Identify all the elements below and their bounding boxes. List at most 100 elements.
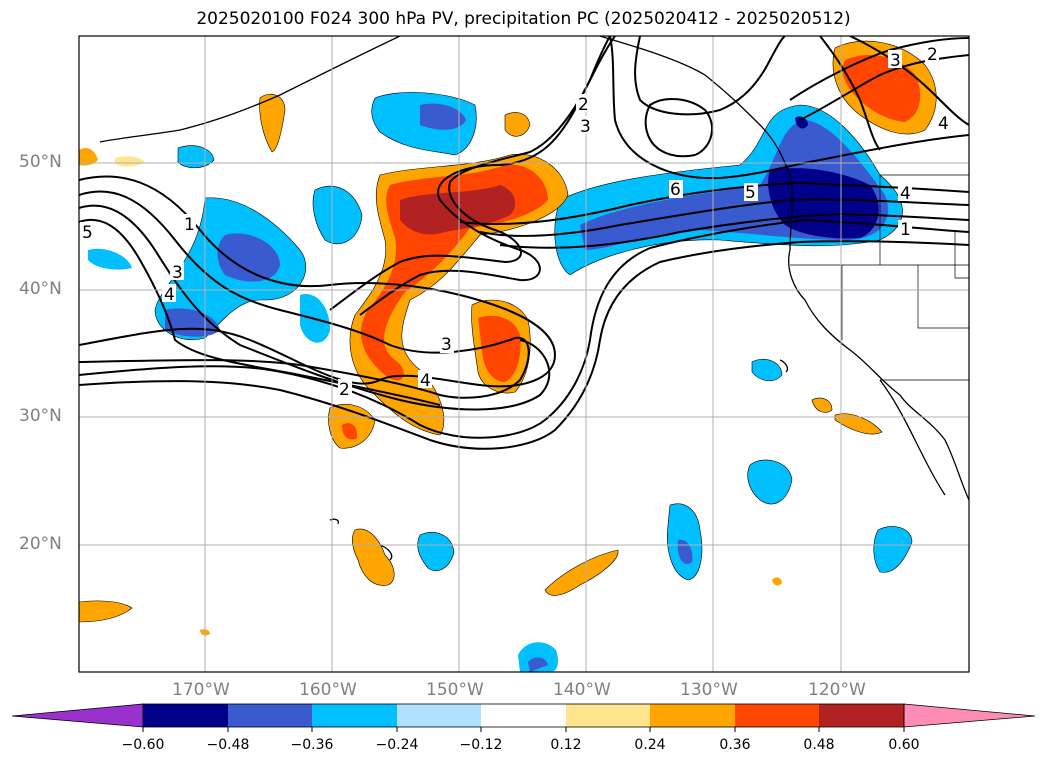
precip-pos-region: [79, 148, 98, 166]
precip-neg-region: [518, 642, 558, 672]
pv-label-bg: [170, 262, 184, 280]
precip-neg-region: [677, 539, 693, 564]
colorbar-segment: [228, 704, 312, 727]
pv-label-bg: [80, 222, 94, 240]
colorbar-segment: [566, 704, 650, 727]
pv-label-bg: [578, 116, 592, 134]
pv-contour-line: [479, 198, 969, 237]
colorbar-tick-label: −0.60: [121, 737, 165, 753]
lon-label: 130°W: [680, 680, 738, 700]
colorbar-segment: [650, 704, 735, 727]
pv-label-bg: [888, 50, 902, 68]
map-frame: [78, 35, 970, 673]
precip-pos-region: [772, 577, 782, 586]
colorbar-tick-label: 0.12: [550, 737, 582, 753]
colorbar-segment: [143, 704, 228, 727]
pv-contour-line: [849, 36, 969, 126]
pv-contour-line: [819, 36, 881, 151]
lon-label: 140°W: [553, 680, 611, 700]
colorbar-tick-label: 0.48: [803, 737, 835, 753]
pv-contour-line: [799, 54, 969, 121]
pv-label-bg: [162, 284, 176, 302]
precip-neg-region: [528, 657, 548, 672]
colorbar-tick-label: −0.48: [206, 737, 250, 753]
lon-label: 120°W: [808, 680, 866, 700]
pv-contour-line: [459, 181, 969, 225]
pv-contour-line: [79, 218, 969, 439]
precip-neg-region: [312, 185, 363, 245]
precip-neg-region: [751, 358, 783, 381]
colorbar-extend-high: [903, 703, 1036, 728]
colorbar-segment: [312, 704, 397, 727]
pv-contour-label: 4: [420, 371, 431, 391]
lat-label: 30°N: [19, 406, 62, 426]
pv-contour-label: 5: [745, 183, 756, 203]
pv-contour-label: 5: [82, 223, 93, 243]
pv-contour-label: 1: [184, 215, 195, 235]
colorbar-extend-low: [11, 703, 144, 728]
precip-pos-region: [342, 423, 358, 440]
precip-pos-region: [400, 185, 516, 235]
pv-label-bg: [936, 113, 950, 131]
precip-pos-region: [351, 528, 395, 586]
precip-pos-region: [842, 55, 921, 122]
pv-contour-line: [79, 175, 557, 388]
colorbar-tick-label: 0.24: [634, 737, 666, 753]
pv-contour-label: 1: [900, 220, 911, 240]
pv-contours: [79, 36, 969, 450]
pv-contour-label: 6: [670, 180, 681, 200]
pv-contour-label: 3: [580, 117, 591, 137]
pv-label-bg: [669, 180, 683, 198]
precip-neg-region: [795, 116, 808, 129]
lat-label: 40°N: [19, 279, 62, 299]
precip-neg-region: [217, 233, 280, 282]
pv-label-bg: [898, 220, 912, 238]
precip-neg-region: [747, 459, 793, 505]
colorbar-tick-label: −0.24: [375, 737, 419, 753]
colorbar: [11, 703, 1036, 732]
pv-contour-label: 4: [164, 285, 175, 305]
lat-label: 20°N: [19, 534, 62, 554]
pv-label-bg: [898, 183, 912, 201]
precip-pos-region: [504, 112, 531, 137]
pv-contour-label: 3: [172, 263, 183, 283]
pv-contour-line: [79, 204, 551, 411]
lon-label: 150°W: [426, 680, 484, 700]
colorbar-ticks: [142, 727, 905, 732]
colorbar-segment: [735, 704, 819, 727]
pv-contour-label: 3: [441, 335, 452, 355]
precip-pos-region: [544, 549, 619, 596]
precip-pos-region: [478, 315, 521, 382]
colorbar-segment: [481, 704, 566, 727]
precip-neg-region: [177, 145, 215, 169]
pv-label-bg: [744, 183, 758, 201]
precip-neg-region: [873, 526, 913, 573]
lat-label: 50°N: [19, 152, 62, 172]
pv-contour-label: 2: [578, 95, 589, 115]
colorbar-tick-label: −0.36: [290, 737, 334, 753]
colorbar-tick-label: 0.60: [888, 737, 920, 753]
pv-contour-line: [499, 212, 969, 249]
pv-contour-line: [79, 218, 441, 406]
figure-title: 2025020100 F024 300 hPa PV, precipitatio…: [196, 9, 851, 29]
pv-label-bg: [338, 379, 352, 397]
pv-contour-line: [79, 240, 969, 450]
precip-pos-region: [259, 94, 286, 153]
precip-pos-region: [811, 397, 833, 413]
pv-label-bg: [418, 370, 432, 388]
pv-label-bg: [576, 94, 590, 112]
lon-label: 170°W: [172, 680, 230, 700]
precip-pos-region: [834, 413, 883, 435]
pv-label-bg: [182, 214, 196, 232]
pv-label-bg: [440, 335, 454, 353]
colorbar-segment: [819, 704, 904, 727]
pv-contour-line: [359, 36, 616, 316]
precip-neg-region: [420, 103, 466, 130]
precip-neg-region: [88, 248, 132, 270]
graticule: [79, 36, 969, 672]
political-borders: [790, 174, 969, 381]
pv-contour-label: 2: [927, 45, 938, 65]
coastlines: [99, 36, 969, 561]
colorbar-tick-label: −0.12: [459, 737, 503, 753]
